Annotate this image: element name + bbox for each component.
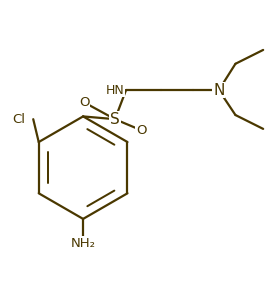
Text: S: S [110, 112, 120, 127]
Text: O: O [79, 96, 90, 109]
Text: O: O [136, 124, 147, 137]
Text: N: N [213, 83, 225, 97]
Text: Cl: Cl [12, 113, 25, 126]
Text: NH₂: NH₂ [71, 237, 96, 249]
Text: HN: HN [106, 84, 125, 97]
